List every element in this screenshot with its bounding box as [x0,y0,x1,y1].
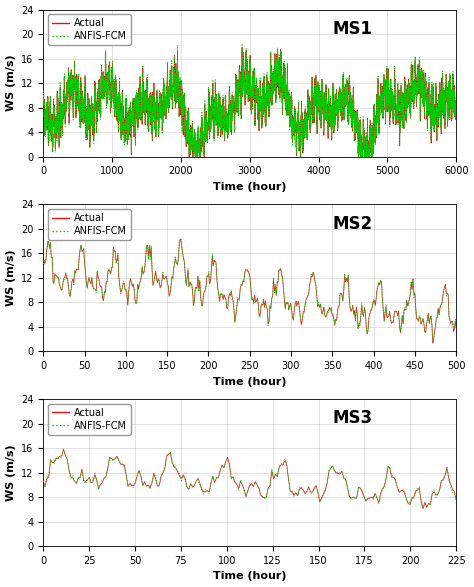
X-axis label: Time (hour): Time (hour) [213,377,286,387]
Line: ANFIS-FCM: ANFIS-FCM [43,239,456,343]
Actual [387,464,392,471]
Y-axis label: WS (m/s): WS (m/s) [6,55,16,112]
ANFIS-FCM [370,496,376,503]
ANFIS-FCM [136,104,142,111]
ANFIS-FCM [374,494,380,501]
Actual [40,264,46,271]
ANFIS-FCM [226,107,231,114]
Text: MS2: MS2 [332,215,373,232]
Y-axis label: WS (m/s): WS (m/s) [6,249,16,306]
Actual [178,235,184,242]
Actual [430,340,436,347]
ANFIS-FCM [330,463,336,470]
ANFIS-FCM [375,283,381,290]
Legend: Actual, ANFIS-FCM: Actual, ANFIS-FCM [48,404,131,434]
ANFIS-FCM [453,326,459,333]
Actual [239,45,245,52]
Actual [420,505,426,512]
Actual [453,325,459,332]
ANFIS-FCM [453,93,459,100]
ANFIS-FCM [138,104,144,111]
Actual [61,446,66,453]
Actual [374,494,380,501]
Actual [40,91,46,98]
ANFIS-FCM [190,153,196,160]
ANFIS-FCM [420,505,426,512]
Text: MS3: MS3 [332,409,373,427]
ANFIS-FCM [48,254,54,261]
Actual [186,153,192,160]
ANFIS-FCM [430,340,436,347]
Actual [141,99,146,106]
Actual [196,140,202,147]
Actual [127,480,133,487]
Legend: Actual, ANFIS-FCM: Actual, ANFIS-FCM [48,15,131,45]
Actual [179,244,184,251]
Actual [453,496,459,503]
ANFIS-FCM [264,305,269,312]
ANFIS-FCM [179,243,184,250]
ANFIS-FCM [239,40,245,47]
ANFIS-FCM [40,263,46,270]
Line: Actual: Actual [43,239,456,343]
Actual [330,463,336,470]
ANFIS-FCM [141,102,146,109]
X-axis label: Time (hour): Time (hour) [213,182,286,192]
Actual [40,478,46,485]
Actual [264,303,269,311]
Actual [391,319,396,326]
Actual [453,93,459,100]
Line: ANFIS-FCM: ANFIS-FCM [43,450,456,509]
Line: ANFIS-FCM: ANFIS-FCM [43,43,456,157]
Y-axis label: WS (m/s): WS (m/s) [6,444,16,501]
Line: Actual: Actual [43,449,456,508]
ANFIS-FCM [40,92,46,99]
ANFIS-FCM [127,480,133,487]
Actual [136,107,142,114]
ANFIS-FCM [386,312,392,319]
Text: MS1: MS1 [332,20,372,38]
Actual [138,100,144,107]
ANFIS-FCM [61,446,66,453]
Actual [370,494,376,501]
ANFIS-FCM [387,464,392,471]
ANFIS-FCM [391,319,396,326]
Actual [156,482,162,489]
Line: Actual: Actual [43,48,456,157]
Actual [48,254,54,261]
ANFIS-FCM [156,481,162,488]
X-axis label: Time (hour): Time (hour) [213,571,286,582]
Actual [450,70,456,77]
ANFIS-FCM [178,235,184,242]
Actual [375,283,381,290]
Legend: Actual, ANFIS-FCM: Actual, ANFIS-FCM [48,209,131,240]
ANFIS-FCM [450,68,456,75]
ANFIS-FCM [196,142,202,149]
Actual [226,109,231,116]
ANFIS-FCM [40,477,46,484]
ANFIS-FCM [453,498,459,505]
Actual [386,313,392,320]
